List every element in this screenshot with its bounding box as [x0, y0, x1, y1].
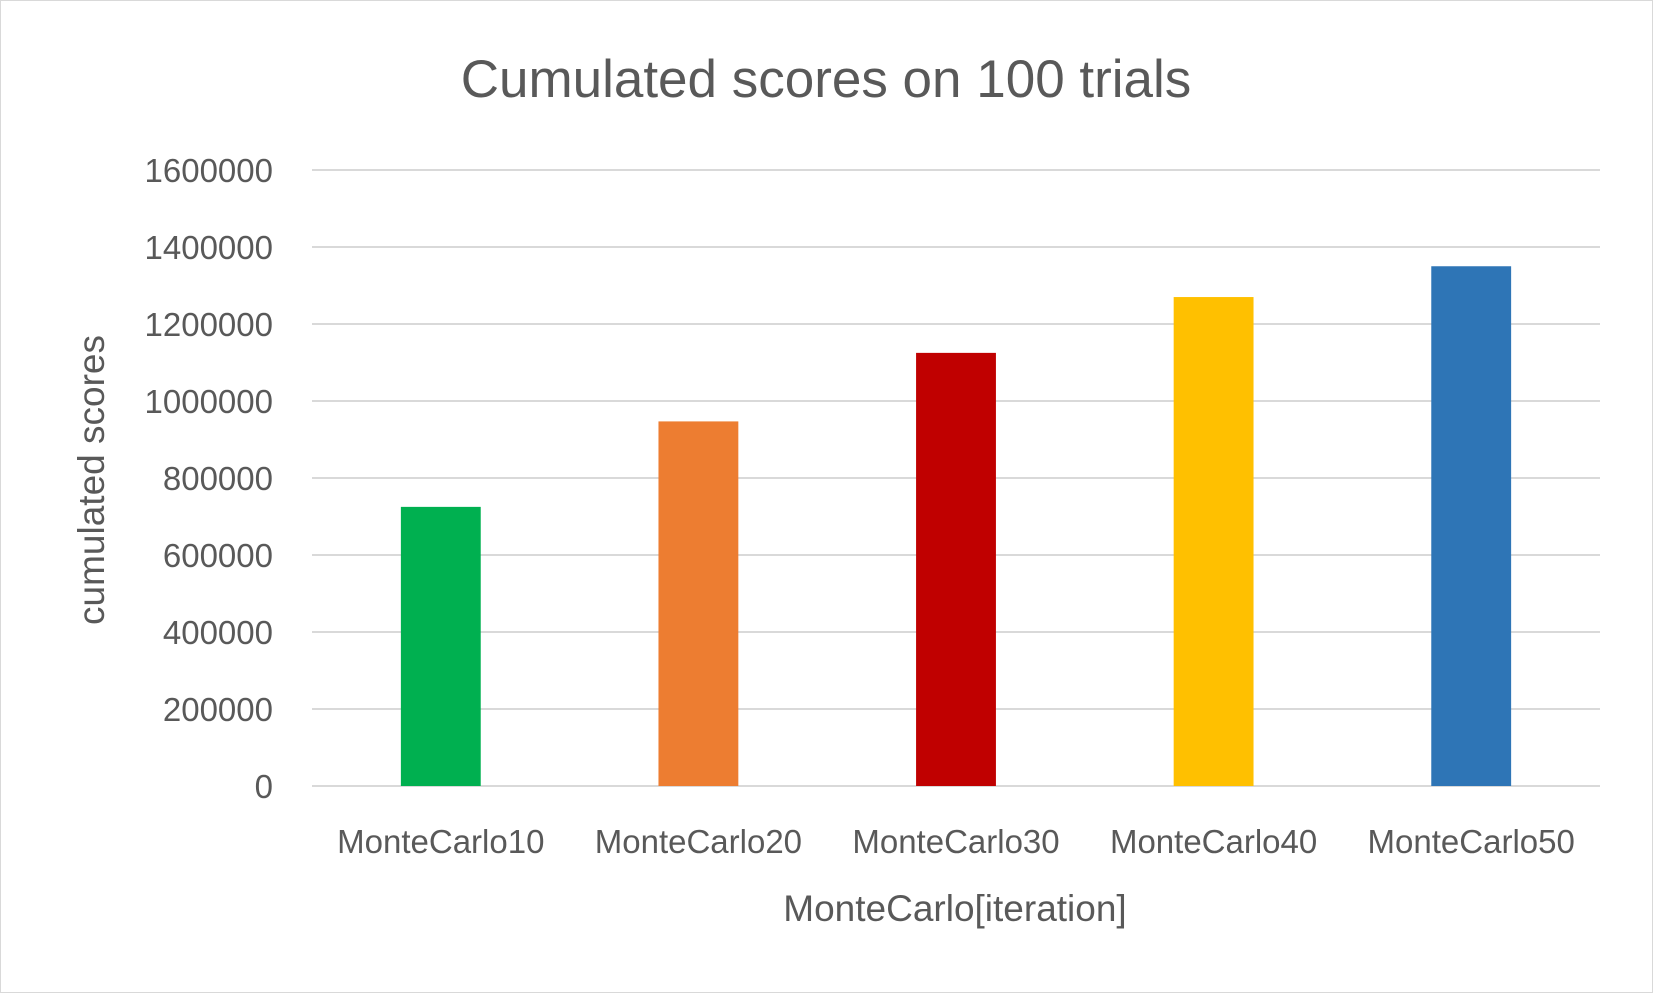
y-tick-label: 200000	[163, 691, 273, 728]
x-tick-label: MonteCarlo20	[595, 823, 802, 860]
y-tick-label: 1000000	[145, 383, 273, 420]
y-tick-label: 400000	[163, 614, 273, 651]
chart-title: Cumulated scores on 100 trials	[461, 50, 1192, 109]
bar-montecarlo10	[400, 506, 481, 786]
y-tick-label: 1400000	[145, 229, 273, 266]
y-tick-label: 800000	[163, 460, 273, 497]
bar-montecarlo40	[1173, 297, 1254, 786]
bar-montecarlo30	[916, 352, 996, 786]
x-axis-ticks: MonteCarlo10 MonteCarlo20 MonteCarlo30 Mont…	[337, 823, 1575, 860]
y-tick-label: 1200000	[145, 306, 273, 343]
y-tick-label: 600000	[163, 537, 273, 574]
x-tick-label: MonteCarlo30	[852, 823, 1059, 860]
y-axis-ticks: 0 200000 400000 600000 800000 1000000 1200000 1…	[145, 152, 273, 805]
y-tick-label: 0	[255, 768, 273, 805]
y-tick-label: 1600000	[145, 152, 273, 189]
x-tick-label: MonteCarlo10	[337, 823, 544, 860]
bar-montecarlo20	[658, 421, 739, 786]
y-axis-label: cumulated scores	[71, 335, 112, 625]
x-tick-label: MonteCarlo50	[1368, 823, 1575, 860]
bar-montecarlo50	[1431, 266, 1512, 786]
bars	[400, 266, 1512, 786]
x-axis-label: MonteCarlo[iteration]	[783, 888, 1126, 929]
x-tick-label: MonteCarlo40	[1110, 823, 1317, 860]
